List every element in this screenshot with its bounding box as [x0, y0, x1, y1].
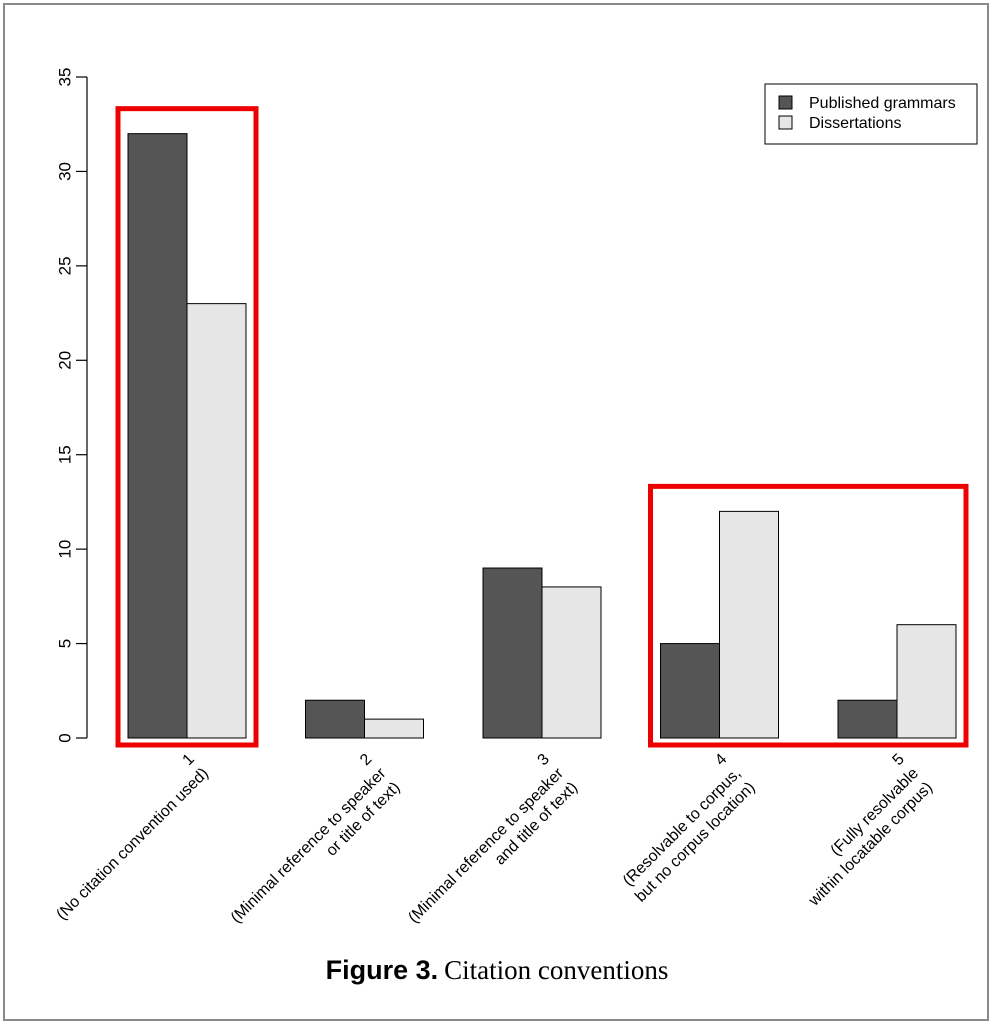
bar	[719, 510, 779, 739]
x-tick-label-line: (No citation convention used)	[53, 765, 212, 924]
y-axis: 0 5 10 15 20 25 30 35	[55, 68, 88, 743]
legend-swatch	[778, 115, 793, 130]
bar	[541, 586, 602, 739]
legend-label: Dissertations	[809, 115, 901, 132]
figure-label: Figure 3.	[325, 955, 439, 985]
x-tick-label-line: 4	[712, 751, 730, 769]
x-tick-label: 2(Minimal reference to speakeror title o…	[214, 750, 404, 940]
x-tick-label-line: 1	[180, 751, 198, 769]
legend-label: Published grammars	[809, 95, 956, 112]
y-tick-label: 15	[55, 445, 74, 464]
highlight-box	[648, 483, 969, 748]
y-tick-label: 30	[55, 162, 74, 181]
bars	[127, 133, 957, 739]
highlight-box	[115, 106, 259, 748]
x-tick-label: 3(Minimal reference to speakerand title …	[391, 750, 581, 940]
x-tick-label-line: 2	[357, 751, 375, 769]
y-tick-label: 25	[55, 256, 74, 275]
legend-box	[764, 83, 978, 145]
figure-title: Citation conventions	[444, 955, 669, 985]
y-tick-label: 0	[55, 733, 74, 742]
y-tick-label: 10	[55, 540, 74, 559]
figure-caption: Figure 3. Citation conventions	[0, 955, 994, 986]
x-tick-label-line: but no corpus location)	[632, 779, 758, 905]
bar	[305, 699, 365, 739]
bar	[896, 624, 957, 739]
bar	[186, 303, 247, 739]
x-tick-label-line: within locatable corpus)	[805, 779, 936, 910]
bar	[364, 718, 424, 739]
x-axis-labels: 1(No citation convention used)2(Minimal …	[39, 750, 936, 940]
x-tick-label-line: (Minimal reference to speaker	[228, 764, 390, 926]
highlight-boxes	[115, 106, 969, 748]
x-tick-label: 5(Fully resolvablewithin locatable corpu…	[777, 751, 936, 910]
legend-swatch	[778, 95, 793, 110]
y-tick-label: 20	[55, 351, 74, 370]
y-tick-label: 5	[55, 639, 74, 648]
bar	[127, 133, 188, 739]
bar	[482, 567, 543, 739]
x-tick-label-line: (Resolvable to corpus,	[620, 765, 745, 890]
bar	[837, 699, 898, 739]
x-tick-label: 1(No citation convention used)	[39, 751, 212, 924]
x-tick-label-line: 5	[890, 751, 908, 769]
legend: Published grammars Dissertations	[764, 83, 978, 145]
y-tick-label: 35	[55, 68, 74, 87]
x-tick-label: 4(Resolvable to corpus,but no corpus loc…	[604, 751, 759, 906]
bar	[660, 643, 720, 739]
x-tick-label-line: 3	[535, 751, 553, 769]
x-tick-label-line: (Minimal reference to speaker	[405, 764, 567, 926]
